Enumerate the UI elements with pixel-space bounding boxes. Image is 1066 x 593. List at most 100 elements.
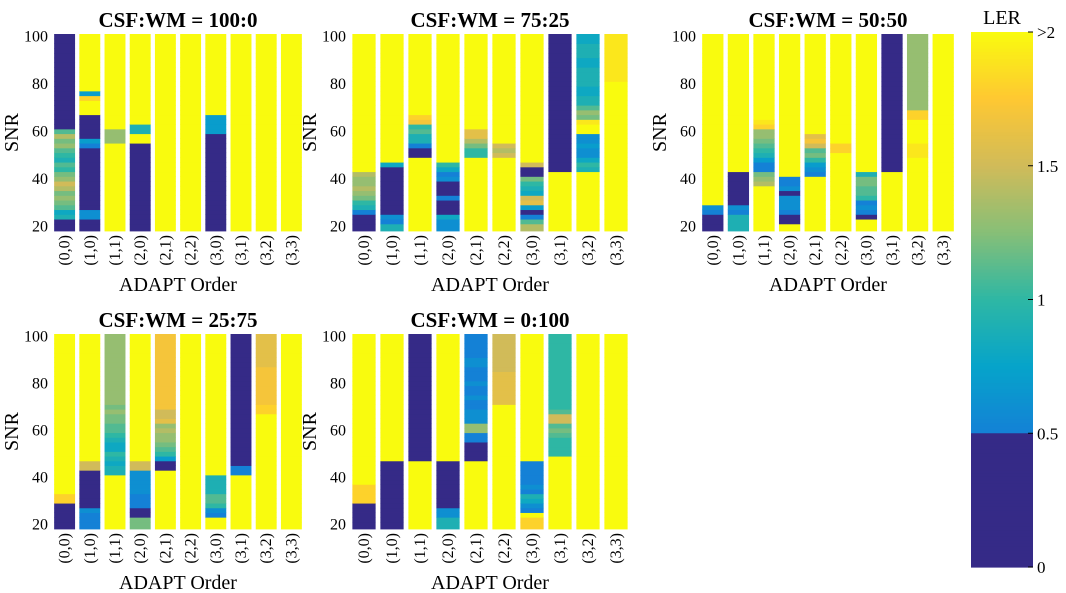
colorbar-segment: [971, 530, 1033, 535]
bar-cell: [906, 105, 929, 111]
bar-cell: [205, 484, 227, 490]
bar-cell: [380, 474, 404, 481]
bar-cell: [79, 427, 101, 434]
bar-cell: [436, 521, 460, 530]
bar-cell: [129, 38, 151, 44]
bar-cell: [548, 209, 572, 215]
bar-cell: [79, 128, 101, 135]
y-tick-label: 20: [32, 516, 48, 533]
bar-cell: [830, 86, 852, 92]
bar-cell: [280, 512, 302, 518]
bar-cell: [280, 219, 302, 225]
bar-cell: [906, 162, 929, 168]
bar-cell: [576, 371, 600, 377]
bar-cell: [604, 128, 628, 135]
bar-cell: [778, 124, 801, 130]
bar-cell: [205, 493, 227, 499]
bar-cell: [104, 507, 126, 513]
bar-cell: [436, 34, 460, 40]
bar-cell: [230, 465, 252, 471]
bar-cell: [408, 114, 432, 120]
bar-cell: [464, 371, 488, 377]
x-tick-label: (3,2): [580, 235, 597, 266]
bar-cell: [408, 451, 432, 457]
bar-cell: [881, 219, 903, 225]
bar-cell: [778, 67, 801, 73]
bar-cell: [906, 52, 929, 59]
bar-cell: [520, 432, 544, 438]
bar-cell: [778, 81, 801, 87]
bar-cell: [548, 399, 572, 405]
bar-cell: [79, 223, 101, 232]
bar-cell: [804, 62, 826, 68]
bar-cell: [520, 162, 544, 168]
bar-cell: [906, 128, 929, 135]
colorbar-segment: [971, 172, 1033, 177]
bar-cell: [54, 67, 76, 73]
bar-cell: [464, 489, 488, 495]
bar-cell: [408, 427, 432, 434]
bar-cell: [79, 76, 101, 82]
bar-cell: [932, 223, 954, 232]
bar-cell: [79, 138, 101, 144]
bar-cell: [727, 109, 750, 116]
bar-cell: [230, 204, 252, 211]
colorbar-segment: [971, 102, 1033, 107]
bar-cell: [520, 489, 544, 495]
bar-cell: [520, 43, 544, 49]
x-tick-label: (1,0): [730, 235, 747, 266]
bar-cell: [154, 521, 176, 530]
bar-cell: [548, 404, 572, 410]
bar-cell: [230, 451, 252, 457]
bar-cell: [576, 138, 600, 144]
bar-cell: [54, 503, 76, 509]
colorbar-segment: [971, 453, 1033, 458]
bar-cell: [79, 493, 101, 499]
bar-cell: [154, 446, 176, 452]
bar-cell: [804, 181, 826, 187]
bar-cell: [492, 465, 516, 471]
colorbar-segment: [971, 42, 1033, 46]
bar-cell: [280, 395, 302, 401]
bar-cell: [129, 133, 151, 139]
bar-cell: [702, 81, 724, 87]
bar-cell: [520, 171, 544, 177]
bar-cell: [464, 493, 488, 499]
bar-cell: [436, 181, 460, 187]
bar-cell: [727, 143, 750, 149]
bar-cell: [464, 62, 488, 68]
bar-cell: [180, 432, 202, 438]
bar-cell: [205, 62, 227, 68]
bar-cell: [548, 456, 572, 462]
x-tick-label: (1,0): [384, 235, 401, 266]
bar-cell: [492, 498, 516, 504]
bar-cell: [906, 157, 929, 163]
bar-cell: [79, 34, 101, 40]
bar-cell: [855, 95, 878, 101]
bar-cell: [408, 470, 432, 476]
bar-cell: [255, 114, 277, 120]
bar-cell: [129, 404, 151, 410]
bar-cell: [520, 521, 544, 530]
bar-cell: [464, 143, 488, 149]
bar-cell: [129, 90, 151, 97]
bar-cell: [881, 90, 903, 97]
bar-cell: [906, 100, 929, 106]
bar-cell: [702, 48, 724, 54]
bar-cell: [855, 185, 878, 192]
bar-cell: [280, 456, 302, 462]
bar-cell: [492, 521, 516, 530]
bar-cell: [408, 521, 432, 530]
y-tick-label: 40: [330, 171, 346, 188]
bar-cell: [548, 114, 572, 120]
bar-cell: [352, 437, 376, 443]
bar-cell: [255, 143, 277, 149]
bar-cell: [79, 399, 101, 405]
panel-title: CSF:WM = 100:0: [99, 8, 258, 32]
bar-cell: [492, 157, 516, 163]
bar-cell: [380, 470, 404, 476]
bar-(3,3): [604, 34, 628, 232]
colorbar-segment: [971, 363, 1033, 367]
bar-cell: [436, 109, 460, 116]
bar-cell: [548, 498, 572, 504]
